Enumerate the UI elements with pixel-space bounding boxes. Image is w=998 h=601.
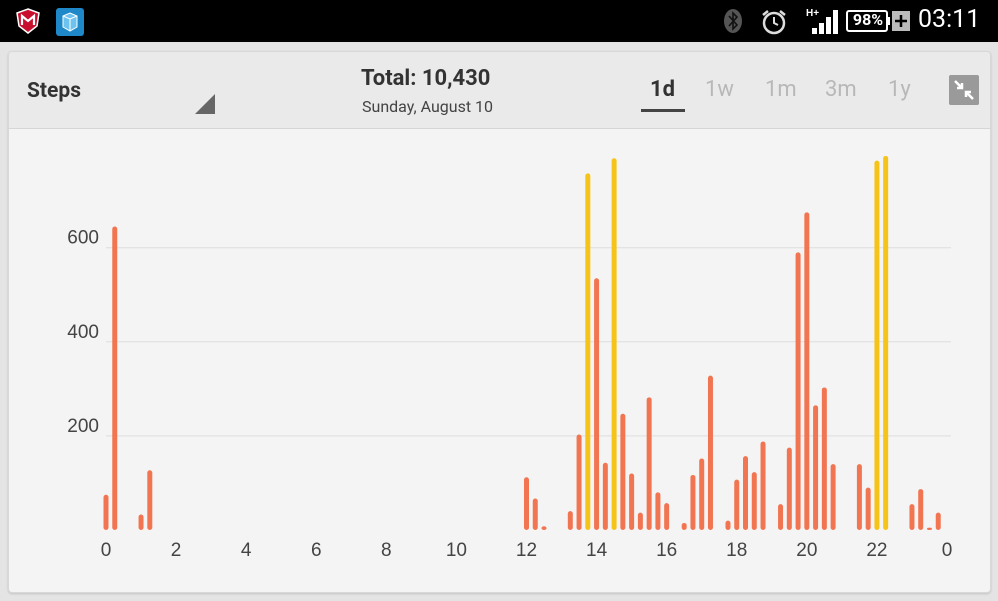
chart-bar: [611, 158, 617, 530]
chart-bar: [664, 503, 670, 530]
signal-icon: H+: [806, 8, 838, 34]
chart-bar: [883, 155, 889, 530]
chart-bar: [865, 487, 871, 530]
metric-selector-label[interactable]: Steps: [27, 79, 81, 103]
chart-bar: [112, 226, 118, 530]
dropdown-corner-icon[interactable]: [195, 94, 215, 114]
chart-bar: [874, 160, 880, 530]
chart-bar: [926, 527, 932, 530]
status-bar: H+ 98% 03:11: [0, 0, 998, 42]
chart-bar: [594, 278, 600, 530]
chart-bar: [655, 492, 661, 530]
chart-bar: [795, 252, 801, 530]
active-tab-indicator: [641, 109, 685, 112]
chart-bar: [567, 511, 573, 530]
chart-bar: [576, 434, 582, 530]
chart-bar: [699, 458, 705, 530]
steps-bar-chart: 200 400 600 0 2 4 6 8 10 12 14 16 18 20 22 0: [67, 155, 953, 561]
tab-1d[interactable]: 1d: [650, 77, 676, 102]
chart-bar: [541, 526, 547, 530]
chart-bar: [138, 514, 144, 530]
card-header: Steps Total: 10,430 Sunday, August 10 1d…: [9, 52, 990, 129]
x-tick-label: 6: [311, 540, 322, 561]
x-tick-label: 12: [516, 540, 537, 561]
chart-bar: [646, 397, 652, 530]
chart-bar: [760, 441, 766, 530]
tab-1w[interactable]: 1w: [705, 77, 734, 102]
x-tick-label: 4: [241, 540, 252, 561]
chart-bar: [620, 413, 626, 530]
x-tick-label: 8: [381, 540, 392, 561]
chart-bar: [524, 477, 529, 530]
chart-bar: [734, 479, 740, 530]
chart-bar: [786, 447, 792, 530]
chart-bar: [751, 472, 757, 530]
chart-bar: [532, 498, 538, 530]
tab-1y[interactable]: 1y: [888, 77, 911, 102]
chart-bar: [909, 504, 915, 530]
y-tick-label: 400: [67, 322, 99, 343]
battery-percent: 98%: [852, 10, 884, 29]
chart-bar: [813, 405, 819, 530]
x-tick-label: 20: [796, 540, 817, 561]
x-tick-label: 22: [866, 540, 887, 561]
chart-bar: [103, 494, 109, 530]
x-tick-label: 0: [101, 540, 112, 561]
chart-bar: [918, 489, 924, 530]
total-steps: Total: 10,430: [361, 66, 491, 91]
tab-1m[interactable]: 1m: [765, 77, 797, 102]
x-tick-label: 18: [726, 540, 747, 561]
app-cube-icon: [56, 8, 84, 36]
collapse-arrows-icon[interactable]: [949, 75, 979, 105]
date-label: Sunday, August 10: [362, 97, 494, 116]
y-tick-label: 200: [67, 416, 99, 437]
chart-bar: [743, 456, 749, 530]
chart-bar: [690, 474, 696, 530]
x-tick-label: 0: [942, 540, 953, 561]
steps-card: Steps Total: 10,430 Sunday, August 10 1d…: [8, 51, 991, 593]
mcafee-icon: [16, 8, 40, 34]
chart-bar: [821, 387, 827, 530]
chart-bar: [935, 512, 941, 530]
chart-bar: [147, 470, 153, 530]
x-tick-label: 10: [446, 540, 467, 561]
chart-bar: [725, 520, 731, 530]
status-clock: 03:11: [918, 5, 981, 34]
chart-bar: [804, 212, 810, 530]
chart-bar: [681, 522, 687, 530]
x-tick-label: 14: [586, 540, 608, 561]
y-tick-label: 600: [67, 228, 99, 249]
x-tick-label: 2: [171, 540, 182, 561]
chart-bar: [707, 375, 713, 530]
battery-icon: [846, 10, 890, 32]
alarm-icon: [762, 10, 786, 35]
bluetooth-icon: [724, 9, 742, 33]
x-tick-label: 16: [656, 540, 677, 561]
chart-bar: [629, 473, 635, 530]
chart-bar: [830, 464, 836, 530]
chart-bar: [602, 462, 608, 530]
tab-3m[interactable]: 3m: [825, 77, 857, 102]
network-type-label: H+: [806, 8, 819, 19]
chart-bar: [856, 464, 862, 530]
chart-bar: [637, 512, 643, 530]
chart-bar: [778, 504, 784, 530]
chart-bar: [585, 173, 591, 530]
charging-icon: [892, 11, 910, 31]
